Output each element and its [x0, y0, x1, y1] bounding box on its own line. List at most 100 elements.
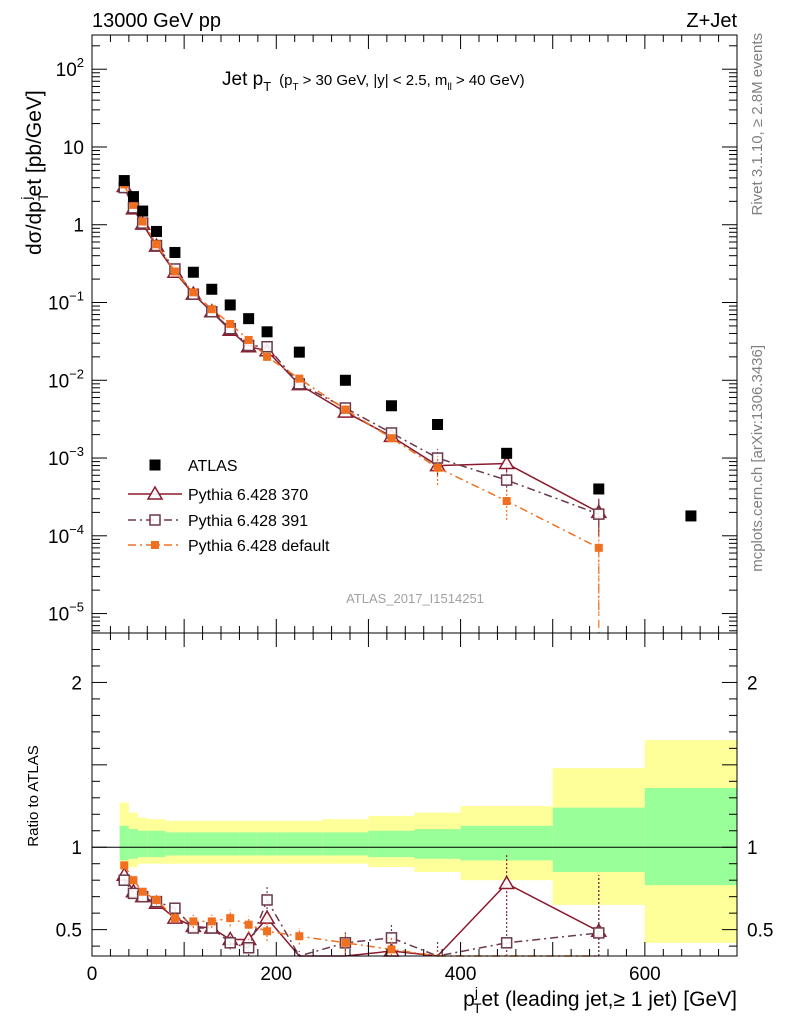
- ratio-line-p391: [123, 879, 599, 957]
- y-tick-label: 1: [73, 216, 84, 237]
- y-tick-base: 10: [48, 605, 69, 626]
- side-label-rivet: Rivet 3.1.10, ≥ 2.8M events: [749, 33, 766, 216]
- ratio-band-inner: [165, 832, 185, 856]
- series-line-p370: [123, 186, 600, 514]
- y-tick-base: 10: [48, 449, 69, 470]
- ratio-line-pdef: [123, 864, 599, 957]
- point-atlas: [187, 266, 199, 278]
- ratio-band-inner: [138, 830, 148, 858]
- ratio-line-p370: [123, 874, 600, 957]
- y-tick-base: 10: [56, 60, 77, 81]
- ratio-point-p370: [258, 909, 276, 924]
- point-pdef: [244, 335, 253, 344]
- ratio-band-inner: [460, 825, 553, 861]
- legend-label-pdef: Pythia 6.428 default: [188, 538, 330, 555]
- xlabel-sub: T: [473, 1000, 482, 1016]
- ratio-point-pdef: [120, 861, 129, 870]
- ratio-series-layer: [115, 853, 608, 957]
- series-line-pdef: [123, 184, 600, 549]
- ratio-band-inner: [322, 832, 369, 856]
- point-p391: [500, 474, 513, 486]
- ratio-band-inner: [147, 830, 166, 858]
- point-atlas: [118, 175, 130, 187]
- y-tick-label: 10−4: [48, 522, 84, 548]
- ratio-band-inner: [184, 832, 203, 856]
- ratio-point-p391: [118, 874, 130, 886]
- legend-label-p370: Pythia 6.428 370: [188, 487, 308, 504]
- ratio-point-pdef: [129, 876, 138, 885]
- point-atlas: [243, 313, 255, 325]
- y-tick-exp: −2: [69, 366, 84, 381]
- point-pdef: [152, 240, 161, 249]
- ratio-point-pdef: [295, 932, 304, 941]
- ratio-tick-label-right: 1: [747, 838, 758, 859]
- title-main: Jet p: [222, 69, 263, 90]
- y-tick-exp: −3: [69, 444, 84, 459]
- xlabel-p: p: [463, 988, 475, 1011]
- x-tick-label: 0: [87, 964, 98, 985]
- x-tick-label: 600: [629, 964, 661, 985]
- point-p391: [261, 340, 273, 353]
- legend-label-p391: Pythia 6.428 391: [188, 513, 308, 530]
- y-tick-label: 102: [56, 55, 84, 81]
- ratio-band-inner: [368, 830, 415, 858]
- x-tick-label: 200: [260, 964, 292, 985]
- ratio-tick-label: 1: [71, 838, 82, 859]
- ratio-band-inner: [202, 832, 221, 856]
- ratio-point-p391: [224, 937, 236, 949]
- ylabel-a: dσ/dp: [23, 201, 46, 255]
- point-pdef: [387, 434, 396, 443]
- series-p370: [115, 178, 608, 536]
- x-tick-labels: 0 200 400 600: [87, 964, 661, 985]
- ratio-band-inner: [414, 829, 461, 859]
- title-cond-b: > 30 GeV, |y| < 2.5, m: [303, 72, 448, 89]
- y-tick-label: 10−3: [48, 444, 84, 470]
- ratio-band-inner: [128, 829, 139, 859]
- ratio-point-pdef: [152, 895, 161, 904]
- point-atlas: [127, 191, 139, 203]
- title-cond-sub2: ll: [447, 82, 451, 93]
- point-p391: [431, 452, 444, 464]
- ratio-band-inner: [119, 825, 129, 861]
- main-series-layer: [115, 175, 697, 633]
- series-pdef: [120, 180, 603, 614]
- ratio-point-pdef: [226, 914, 235, 923]
- point-pdef: [295, 374, 304, 383]
- header-left: 13000 GeV pp: [92, 10, 221, 32]
- ratio-band-inner: [644, 787, 737, 886]
- plot-title: Jet pT (pT > 30 GeV, |y| < 2.5, mll > 40 Ge…: [222, 69, 525, 94]
- ratio-band-inner: [552, 807, 645, 872]
- ratio-y-label: Ratio to ATLAS: [25, 745, 42, 846]
- ratio-point-pdef: [387, 945, 396, 954]
- ratio-tick-label: 2: [71, 673, 82, 694]
- series-line-p391: [123, 187, 600, 515]
- xlabel-sup: j: [474, 984, 478, 1000]
- ratio-panel: 0.5 0.5 1 1 2 2: [56, 632, 773, 957]
- analysis-label: ATLAS_2017_I1514251: [346, 591, 484, 606]
- y-tick-exp: −4: [69, 522, 84, 537]
- ratio-point-p370: [498, 875, 515, 890]
- legend: ATLAS Pythia 6.428 370 Pythia 6.428 391 Pyt…: [128, 458, 330, 555]
- ratio-band-inner: [239, 832, 258, 856]
- point-atlas: [206, 283, 218, 295]
- ratio-point-p391: [500, 937, 513, 949]
- xlabel-rest: et (leading jet,≥ 1 jet) [GeV]: [482, 988, 738, 1011]
- series-atlas: [118, 175, 697, 522]
- ratio-point-p391: [242, 942, 255, 954]
- ratio-bands: [92, 740, 737, 943]
- ratio-series-p391: [118, 874, 605, 957]
- legend-item-atlas: ATLAS: [149, 458, 238, 475]
- point-pdef: [433, 463, 442, 472]
- y-tick-exp: −5: [69, 600, 84, 615]
- y-tick-label: 10−2: [48, 366, 84, 392]
- ratio-axis-ticks: 0.5 0.5 1 1 2 2: [56, 633, 773, 956]
- ratio-band-inner: [221, 832, 240, 856]
- ratio-band-inner: [257, 832, 277, 856]
- point-atlas: [224, 299, 236, 311]
- y-tick-label: 10−1: [48, 289, 84, 315]
- legend-item-pdef: Pythia 6.428 default: [128, 538, 330, 555]
- y-tick-base: 10: [48, 371, 69, 392]
- legend-marker-atlas: [149, 459, 161, 471]
